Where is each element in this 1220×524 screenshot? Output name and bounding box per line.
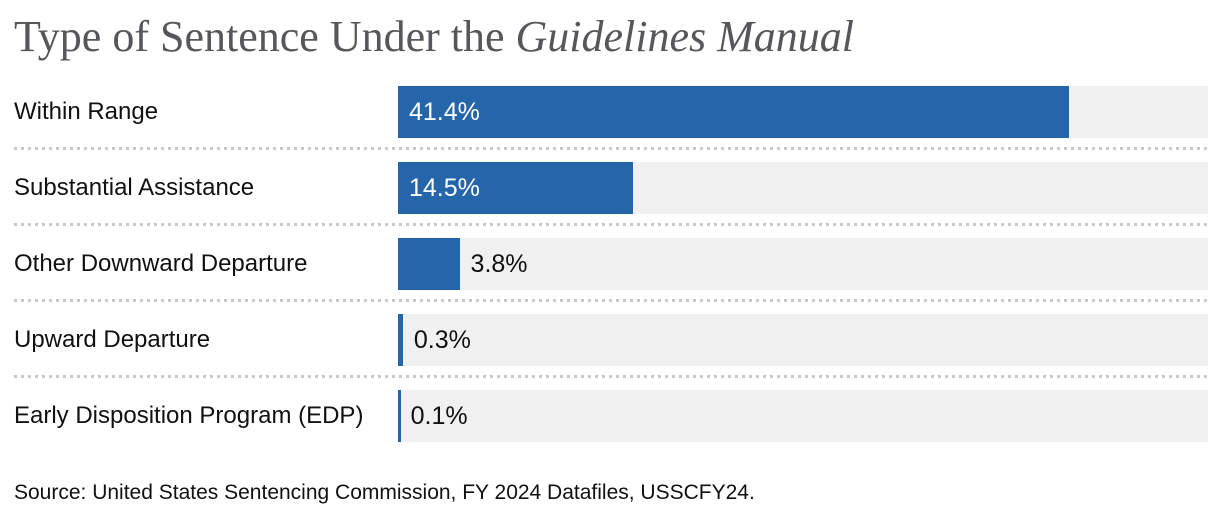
bar <box>398 86 1069 138</box>
bar-track: 3.8% <box>398 238 1208 290</box>
bar-row: Within Range 41.4% <box>14 74 1208 150</box>
bar-track: 0.1% <box>398 390 1208 442</box>
value-label: 41.4% <box>409 98 480 126</box>
bar-row: Substantial Assistance 14.5% <box>14 150 1208 226</box>
title-italic-text: Guidelines Manual <box>515 12 855 61</box>
bar-track: 0.3% <box>398 314 1208 366</box>
bar-track: 41.4% <box>398 86 1208 138</box>
bar-chart: Within Range 41.4% Substantial Assistanc… <box>14 74 1208 454</box>
source-note: Source: United States Sentencing Commiss… <box>14 481 755 504</box>
bar <box>398 390 401 442</box>
bar-row: Early Disposition Program (EDP) 0.1% <box>14 378 1208 454</box>
bar <box>398 238 460 290</box>
value-label: 3.8% <box>470 250 528 278</box>
category-label: Upward Departure <box>14 326 211 353</box>
bar-row: Upward Departure 0.3% <box>14 302 1208 378</box>
category-label: Early Disposition Program (EDP) <box>14 402 364 429</box>
value-label: 14.5% <box>409 174 480 202</box>
category-label: Within Range <box>14 98 159 125</box>
value-label: 0.3% <box>413 326 471 354</box>
value-label: 0.1% <box>410 402 468 430</box>
bar <box>398 314 403 366</box>
bar-track: 14.5% <box>398 162 1208 214</box>
category-label: Substantial Assistance <box>14 174 255 201</box>
title-regular-text: Type of Sentence Under the <box>14 12 516 61</box>
page-title: Type of Sentence Under the Guidelines Ma… <box>14 12 1208 62</box>
bar-row: Other Downward Departure 3.8% <box>14 226 1208 302</box>
bar <box>398 162 633 214</box>
category-label: Other Downward Departure <box>14 250 308 277</box>
